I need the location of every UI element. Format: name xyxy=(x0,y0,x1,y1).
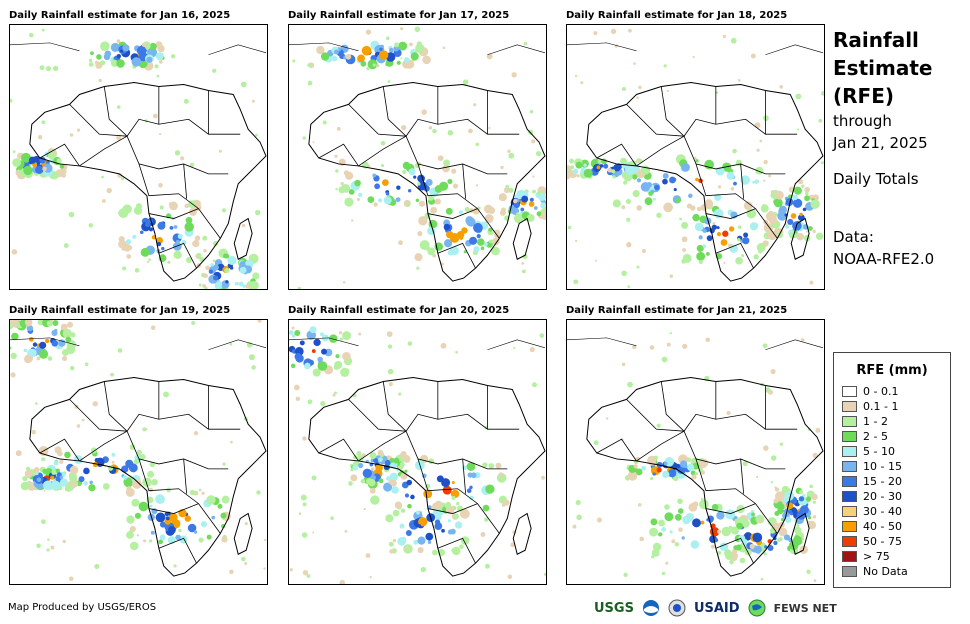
legend-item: 30 - 40 xyxy=(842,504,950,519)
data-source: NOAA-RFE2.0 xyxy=(833,250,935,268)
fewsnet-globe-icon xyxy=(748,599,766,617)
legend-label: 50 - 75 xyxy=(863,535,902,548)
legend-swatch xyxy=(842,551,857,562)
title-line-3: (RFE) xyxy=(833,84,895,108)
title-line-2: Estimate xyxy=(833,56,933,80)
legend-label: > 75 xyxy=(863,550,890,563)
legend-label: 2 - 5 xyxy=(863,430,888,443)
legend-swatch xyxy=(842,506,857,517)
map-title-block: Rainfall Estimate (RFE) through Jan 21, … xyxy=(833,26,963,270)
legend-title: RFE (mm) xyxy=(856,363,928,378)
through-date: Jan 21, 2025 xyxy=(833,134,928,152)
legend-item: 10 - 15 xyxy=(842,459,950,474)
panel-title: Daily Rainfall estimate for Jan 18, 2025 xyxy=(566,10,788,21)
legend-item: 0 - 0.1 xyxy=(842,384,950,399)
legend-item: 40 - 50 xyxy=(842,519,950,534)
legend-item: 0.1 - 1 xyxy=(842,399,950,414)
legend-swatch xyxy=(842,431,857,442)
legend-swatch xyxy=(842,446,857,457)
legend-label: 15 - 20 xyxy=(863,475,902,488)
legend-item: 1 - 2 xyxy=(842,414,950,429)
usaid-logo: USAID xyxy=(693,600,740,616)
legend-label: 1 - 2 xyxy=(863,415,888,428)
through-label: through xyxy=(833,112,892,130)
africa-rainfall-map xyxy=(9,319,268,585)
africa-rainfall-map xyxy=(566,319,825,585)
legend-item: 20 - 30 xyxy=(842,489,950,504)
doi-seal-icon xyxy=(668,599,686,617)
legend-label: 10 - 15 xyxy=(863,460,902,473)
data-label: Data: xyxy=(833,228,874,246)
legend-item: 15 - 20 xyxy=(842,474,950,489)
africa-rainfall-map xyxy=(566,24,825,290)
noaa-logo-icon xyxy=(642,600,659,616)
legend-swatch xyxy=(842,476,857,487)
legend-label: 20 - 30 xyxy=(863,490,902,503)
legend-swatch xyxy=(842,536,857,547)
fewsnet-logo: FEWS NET xyxy=(773,601,837,615)
panel-title: Daily Rainfall estimate for Jan 20, 2025 xyxy=(288,305,510,316)
legend-label: 30 - 40 xyxy=(863,505,902,518)
legend-swatch xyxy=(842,386,857,397)
legend-item: 2 - 5 xyxy=(842,429,950,444)
daily-totals-label: Daily Totals xyxy=(833,170,919,188)
agency-logos: USGS USAID FEWS NET xyxy=(594,598,837,618)
legend-swatch xyxy=(842,521,857,532)
legend-label: 0 - 0.1 xyxy=(863,385,899,398)
legend-label: No Data xyxy=(863,565,908,578)
legend-item: No Data xyxy=(842,564,950,579)
africa-rainfall-map xyxy=(288,319,547,585)
panel-title: Daily Rainfall estimate for Jan 21, 2025 xyxy=(566,305,788,316)
legend-swatch xyxy=(842,566,857,577)
legend-label: 5 - 10 xyxy=(863,445,895,458)
legend-swatch xyxy=(842,461,857,472)
legend-swatch xyxy=(842,416,857,427)
panel-title: Daily Rainfall estimate for Jan 17, 2025 xyxy=(288,10,510,21)
africa-rainfall-map xyxy=(288,24,547,290)
panel-title: Daily Rainfall estimate for Jan 16, 2025 xyxy=(9,10,231,21)
panel-title: Daily Rainfall estimate for Jan 19, 2025 xyxy=(9,305,231,316)
africa-rainfall-map xyxy=(9,24,268,290)
usgs-logo: USGS xyxy=(594,600,634,616)
legend-swatch xyxy=(842,401,857,412)
legend-label: 0.1 - 1 xyxy=(863,400,899,413)
map-credit: Map Produced by USGS/EROS xyxy=(8,602,157,613)
title-line-1: Rainfall xyxy=(833,28,919,52)
legend-swatch xyxy=(842,491,857,502)
legend-item: > 75 xyxy=(842,549,950,564)
legend-label: 40 - 50 xyxy=(863,520,902,533)
legend-item: 5 - 10 xyxy=(842,444,950,459)
legend-item: 50 - 75 xyxy=(842,534,950,549)
rfe-legend: RFE (mm) 0 - 0.1 0.1 - 1 1 - 2 2 - 5 5 - 10 1… xyxy=(833,352,951,588)
